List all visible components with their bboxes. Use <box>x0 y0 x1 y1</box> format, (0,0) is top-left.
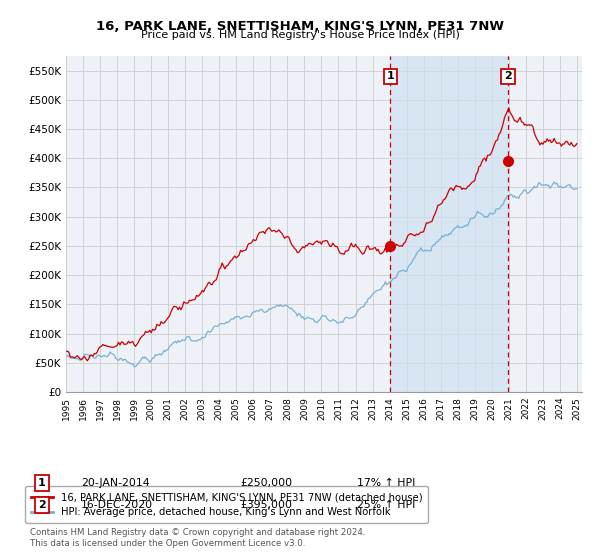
Text: 20-JAN-2014: 20-JAN-2014 <box>81 478 149 488</box>
Text: Contains HM Land Registry data © Crown copyright and database right 2024.
This d: Contains HM Land Registry data © Crown c… <box>30 528 365 548</box>
Text: 2: 2 <box>38 500 46 510</box>
Text: 2: 2 <box>504 72 512 81</box>
Text: Price paid vs. HM Land Registry's House Price Index (HPI): Price paid vs. HM Land Registry's House … <box>140 30 460 40</box>
Legend: 16, PARK LANE, SNETTISHAM, KING'S LYNN, PE31 7NW (detached house), HPI: Average : 16, PARK LANE, SNETTISHAM, KING'S LYNN, … <box>25 486 428 523</box>
Text: 1: 1 <box>38 478 46 488</box>
Text: £250,000: £250,000 <box>240 478 292 488</box>
Text: 16-DEC-2020: 16-DEC-2020 <box>81 500 153 510</box>
Text: £395,000: £395,000 <box>240 500 292 510</box>
Text: 1: 1 <box>386 72 394 81</box>
Text: 16, PARK LANE, SNETTISHAM, KING'S LYNN, PE31 7NW: 16, PARK LANE, SNETTISHAM, KING'S LYNN, … <box>96 20 504 32</box>
Bar <box>391 56 508 392</box>
Text: 17% ↑ HPI: 17% ↑ HPI <box>357 478 415 488</box>
Text: 25% ↑ HPI: 25% ↑ HPI <box>357 500 415 510</box>
